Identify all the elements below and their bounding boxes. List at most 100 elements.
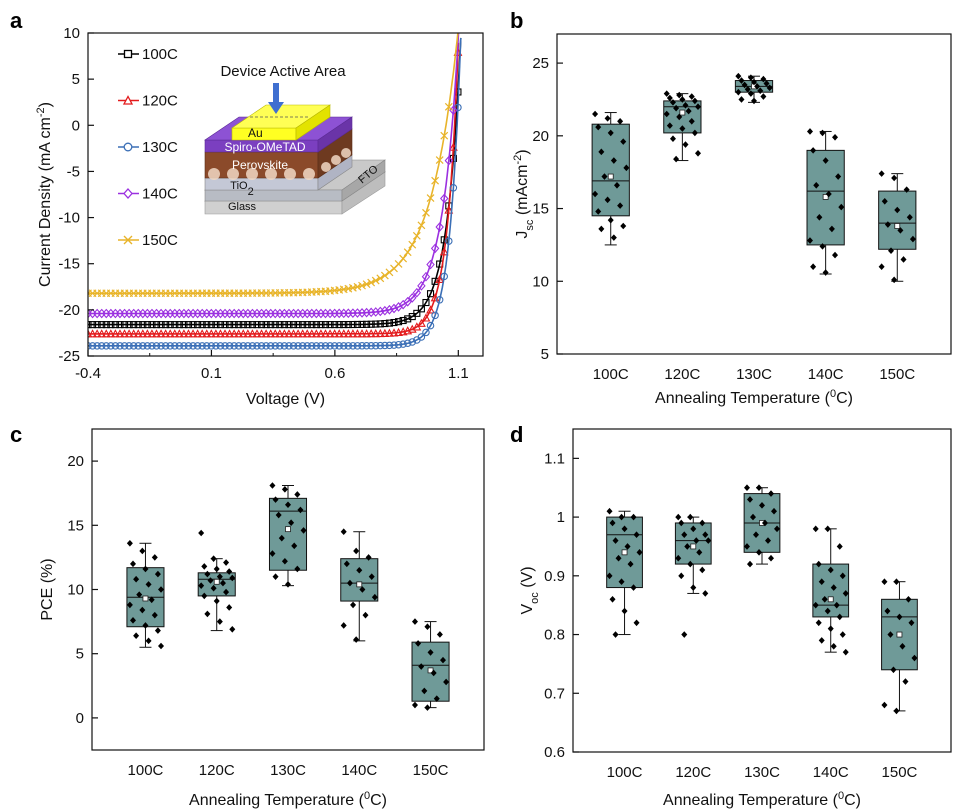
data-point [618, 513, 625, 521]
point-130C [234, 342, 243, 350]
data-point [275, 511, 282, 519]
data-point [827, 566, 834, 574]
data-point [891, 276, 898, 284]
point-120C [389, 328, 399, 337]
point-100C [367, 320, 375, 328]
x-axis-label: Annealing Temperature (0C) [663, 790, 861, 809]
data-point [595, 208, 602, 215]
y-tick-label: 1.1 [544, 450, 565, 467]
data-point [754, 83, 761, 90]
point-130C [340, 342, 348, 350]
box-120C [674, 513, 712, 638]
data-point [676, 91, 683, 99]
data-point [343, 560, 350, 568]
point-120C [252, 329, 262, 338]
point-120C [284, 329, 294, 338]
box-130C [734, 72, 774, 105]
point-100C [294, 321, 302, 329]
data-point [630, 584, 637, 591]
data-point [368, 573, 375, 580]
point-140C [426, 259, 435, 270]
point-130C [376, 341, 385, 350]
point-100C [363, 320, 371, 328]
x-tick-label: 130C [270, 762, 306, 779]
data-point [272, 573, 279, 580]
data-point [356, 566, 363, 574]
point-130C [394, 340, 403, 349]
point-120C [275, 329, 285, 338]
data-point [216, 618, 223, 625]
point-130C [440, 272, 448, 281]
point-130C [134, 342, 142, 350]
data-point [278, 534, 285, 542]
data-point [158, 642, 165, 650]
point-150C [426, 194, 435, 203]
point-120C [330, 329, 340, 338]
data-point [148, 596, 155, 604]
x-tick-label: 100C [593, 366, 629, 383]
data-point [810, 147, 817, 154]
mean-marker [679, 109, 686, 116]
point-100C [353, 320, 362, 329]
point-130C [385, 341, 394, 350]
data-point [832, 251, 839, 259]
data-point [815, 560, 822, 568]
point-150C [412, 231, 421, 240]
data-point [842, 648, 849, 656]
data-point [810, 263, 817, 271]
point-100C [175, 321, 183, 329]
x-tick-label: 140C [341, 762, 377, 779]
data-point [346, 579, 353, 587]
point-100C [171, 321, 179, 329]
y-tick-label: -15 [58, 256, 80, 273]
point-100C [98, 321, 106, 329]
point-130C [431, 311, 439, 320]
point-130C [280, 342, 289, 350]
point-120C [138, 329, 148, 338]
data-point [699, 566, 706, 574]
perovskite-grain [321, 162, 331, 172]
data-point [675, 513, 682, 521]
data-point [204, 570, 211, 578]
plot-frame [87, 32, 484, 357]
data-point [613, 181, 620, 189]
data-point [878, 263, 885, 271]
data-point [610, 234, 617, 241]
data-point [433, 695, 440, 702]
point-100C [326, 321, 334, 329]
data-point [824, 525, 831, 533]
data-point [902, 678, 909, 685]
perovskite-grain [284, 168, 296, 180]
point-130C [148, 342, 156, 350]
data-point [666, 122, 673, 129]
point-120C [343, 329, 353, 338]
point-100C [276, 321, 284, 329]
y-tick-label: 0 [72, 117, 80, 134]
point-100C [230, 321, 238, 329]
point-100C [344, 321, 352, 329]
data-point [623, 164, 630, 172]
data-point [424, 623, 431, 631]
point-130C [102, 342, 111, 350]
data-point [771, 507, 778, 515]
point-150C [353, 282, 362, 291]
point-150C [444, 102, 453, 111]
inset-label-perovskite: Perovskite [232, 158, 288, 172]
point-140C [380, 305, 390, 316]
data-point [806, 128, 813, 135]
point-150C [376, 274, 385, 283]
point-100C [89, 321, 97, 329]
point-130C [330, 342, 339, 350]
layer-spiro-side [317, 116, 353, 153]
point-120C [307, 329, 317, 338]
data-point [213, 565, 220, 573]
point-120C [421, 313, 431, 322]
x-tick-label: 140C [813, 764, 849, 781]
point-100C [404, 315, 412, 323]
data-point [760, 75, 767, 83]
layer-au-side [295, 104, 331, 141]
x-tick-label: 100C [128, 762, 164, 779]
point-120C [357, 329, 367, 338]
data-point [838, 203, 845, 211]
